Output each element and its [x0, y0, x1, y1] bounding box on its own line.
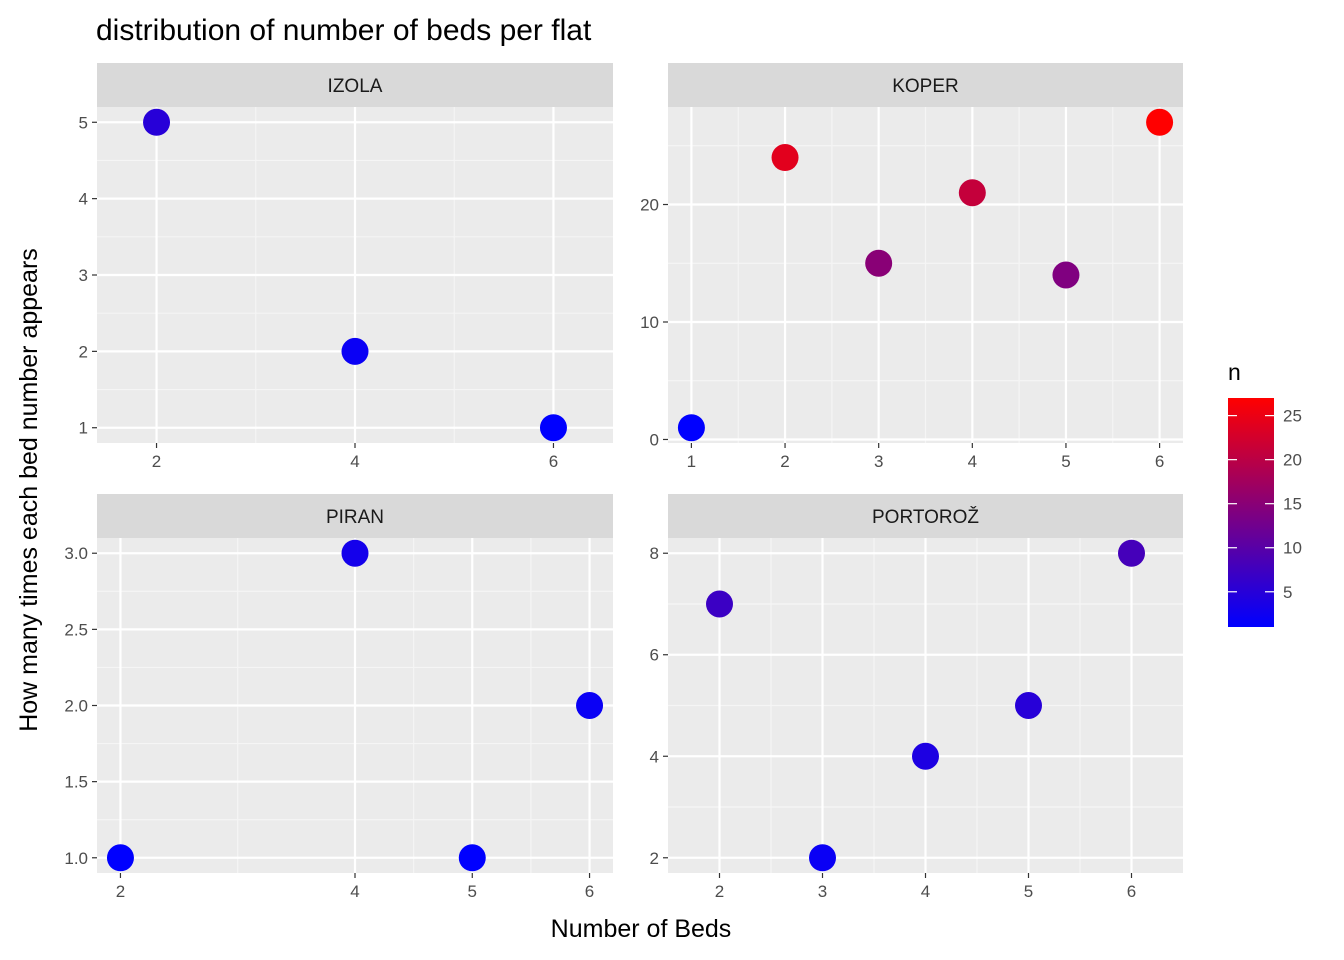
panel-izola-strip — [97, 63, 613, 107]
panel-portoroz-x-tick-label: 5 — [1024, 882, 1033, 901]
panel-izola-y-tick-label: 3 — [79, 266, 88, 285]
panel-piran-y-tick-label: 1.0 — [64, 849, 88, 868]
x-axis-title: Number of Beds — [551, 915, 732, 943]
panel-piran-y-tick-label: 2.0 — [64, 697, 88, 716]
panel-piran-point — [576, 692, 604, 719]
panel-portoroz-point — [706, 590, 733, 618]
panel-portoroz-y-tick-label: 4 — [650, 747, 659, 766]
panel-piran-point — [106, 844, 134, 872]
legend-title: n — [1228, 359, 1241, 385]
y-axis-title: How many times each bed number appears — [15, 248, 43, 732]
panel-portoroz-x-tick-label: 4 — [921, 882, 930, 901]
panel-izola-point — [539, 414, 567, 442]
panel-portoroz: PORTOROŽ 2 4 6 8 2 3 4 5 6 — [650, 494, 1183, 901]
panel-koper-y-tick-label: 0 — [650, 430, 659, 449]
panel-koper-strip — [668, 63, 1183, 107]
panel-koper-point — [1146, 108, 1174, 136]
panel-portoroz-strip-label: PORTOROŽ — [872, 506, 979, 528]
panel-izola: IZOLA 1 2 3 4 5 2 4 6 — [79, 63, 613, 471]
panel-portoroz-point — [1118, 539, 1145, 567]
panel-portoroz-point — [809, 844, 836, 872]
panel-portoroz-point — [1015, 692, 1042, 719]
panel-koper-y-tick-label: 20 — [640, 196, 659, 215]
panel-piran-x-tick-label: 6 — [585, 882, 594, 901]
panel-koper-x-tick-label: 6 — [1155, 452, 1164, 471]
legend-colorbar — [1228, 398, 1274, 627]
panel-izola-x-tick-label: 2 — [152, 452, 161, 471]
panel-koper: KOPER 0 10 20 1 2 3 4 5 6 — [640, 63, 1183, 471]
panel-izola-x-tick-label: 4 — [350, 452, 359, 471]
panel-piran: PIRAN 1.0 1.5 2.0 2.5 3.0 2 4 5 6 — [64, 494, 613, 901]
panel-koper-point — [1052, 261, 1080, 289]
panel-piran-y-tick-label: 1.5 — [64, 773, 88, 792]
panel-izola-y-tick-label: 4 — [79, 190, 88, 209]
panel-portoroz-strip — [668, 494, 1183, 538]
panel-portoroz-point — [912, 742, 939, 770]
panel-koper-point — [771, 144, 799, 172]
panel-izola-y-tick-label: 1 — [79, 419, 88, 438]
panel-portoroz-y-tick-label: 2 — [650, 849, 659, 868]
panel-portoroz-y-tick-label: 8 — [650, 544, 659, 563]
panel-piran-y-tick-label: 2.5 — [64, 620, 88, 639]
chart-title: distribution of number of beds per flat — [96, 14, 592, 47]
panel-portoroz-y-tick-label: 6 — [650, 646, 659, 665]
panel-izola-strip-label: IZOLA — [328, 76, 383, 97]
panel-portoroz-x-tick-label: 3 — [818, 882, 827, 901]
panel-koper-x-tick-label: 1 — [687, 452, 696, 471]
panel-piran-x-tick-label: 5 — [468, 882, 477, 901]
panel-koper-y-tick-label: 10 — [640, 313, 659, 332]
panel-izola-y-tick-label: 2 — [79, 342, 88, 361]
panel-portoroz-x-tick-label: 6 — [1127, 882, 1136, 901]
panel-piran-strip — [97, 494, 613, 538]
panel-piran-y-tick-label: 3.0 — [64, 544, 88, 563]
panel-izola-point — [143, 108, 171, 136]
panel-piran-point — [341, 539, 369, 567]
panel-koper-x-tick-label: 4 — [968, 452, 977, 471]
legend-break-label: 5 — [1283, 583, 1292, 602]
legend-break-label: 15 — [1283, 495, 1302, 514]
panel-koper-point — [865, 249, 893, 277]
legend-break-label: 20 — [1283, 451, 1302, 470]
panel-izola-point — [341, 337, 369, 365]
panel-piran-strip-label: PIRAN — [326, 507, 384, 528]
panel-portoroz-x-tick-label: 2 — [715, 882, 724, 901]
panel-izola-x-tick-label: 6 — [549, 452, 558, 471]
panel-piran-x-tick-label: 4 — [350, 882, 359, 901]
panel-koper-x-tick-label: 5 — [1061, 452, 1070, 471]
panel-koper-x-tick-label: 3 — [874, 452, 883, 471]
panel-koper-point — [677, 414, 705, 442]
panel-piran-x-tick-label: 2 — [116, 882, 125, 901]
legend-break-label: 25 — [1283, 407, 1302, 426]
legend-break-label: 10 — [1283, 539, 1302, 558]
panel-piran-point — [458, 844, 486, 872]
panel-koper-strip-label: KOPER — [892, 76, 959, 97]
facet-panels: IZOLA 1 2 3 4 5 2 4 6 KOPER 0 10 20 1 2 3 4 5 6 PIRAN 1.0 1.5… — [64, 63, 1183, 901]
panel-koper-x-tick-label: 2 — [780, 452, 789, 471]
color-legend: n 5 10 15 20 25 — [1228, 359, 1302, 627]
panel-izola-y-tick-label: 5 — [79, 113, 88, 132]
panel-koper-point — [958, 179, 986, 207]
